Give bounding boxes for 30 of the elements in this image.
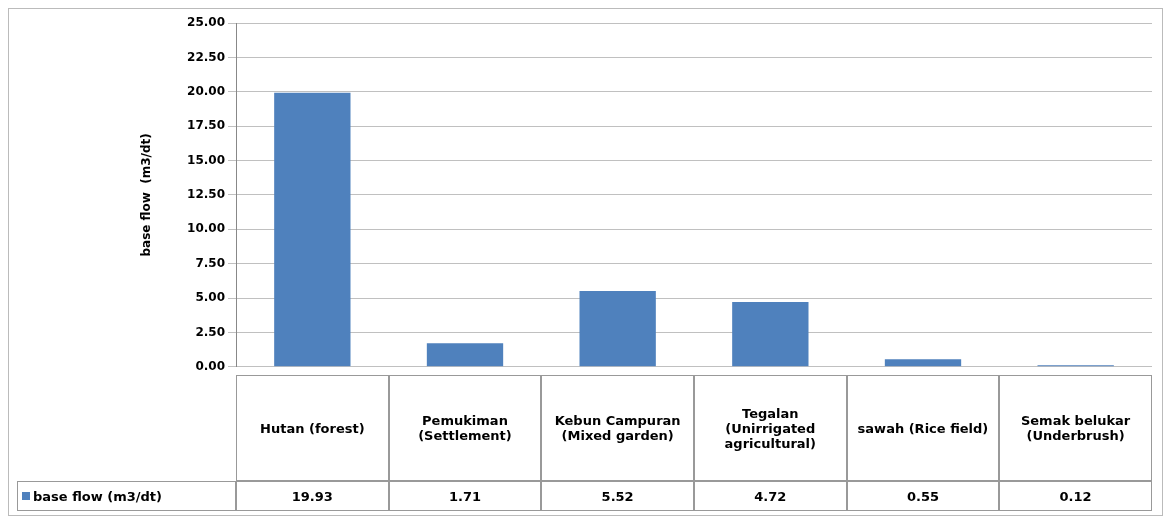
y-tick-label: 15.00 <box>187 152 225 167</box>
y-tick-label: 22.50 <box>187 49 225 64</box>
y-tick-label: 25.00 <box>187 15 225 30</box>
y-tick-label: 17.50 <box>187 118 225 133</box>
legend-label: base flow (m3/dt) <box>33 488 163 504</box>
x-tick-label: Tegalan (Unirrigated agricultural) <box>693 375 847 481</box>
bar <box>274 92 351 367</box>
x-tick-label: Pemukiman (Settlement) <box>388 375 542 481</box>
x-tick-label: Hutan (forest) <box>236 375 389 481</box>
y-tick-label: 2.50 <box>195 324 225 339</box>
y-tick-label: 7.50 <box>195 255 225 270</box>
data-label: 19.93 <box>236 481 389 511</box>
data-label: 0.12 <box>999 481 1152 511</box>
data-label: 5.52 <box>541 481 694 511</box>
x-tick-label: Kebun Campuran (Mixed garden) <box>541 375 694 481</box>
y-tick-label: 0.00 <box>195 358 225 373</box>
y-tick-label: 20.00 <box>187 83 225 98</box>
y-tick-label: 5.00 <box>195 290 225 305</box>
bar <box>732 301 809 367</box>
bar <box>426 343 504 367</box>
y-tick-label: 12.50 <box>187 187 225 202</box>
data-label: 0.55 <box>846 481 1000 511</box>
y-axis-title: base flow (m3/dt) <box>139 133 154 257</box>
data-label: 1.71 <box>388 481 542 511</box>
y-tick-label: 10.00 <box>187 221 225 236</box>
data-label: 4.72 <box>693 481 847 511</box>
bar <box>884 359 962 367</box>
x-tick-label: sawah (Rice field) <box>846 375 1000 481</box>
x-tick-label: Semak belukar (Underbrush) <box>999 375 1152 481</box>
bar <box>579 290 656 367</box>
